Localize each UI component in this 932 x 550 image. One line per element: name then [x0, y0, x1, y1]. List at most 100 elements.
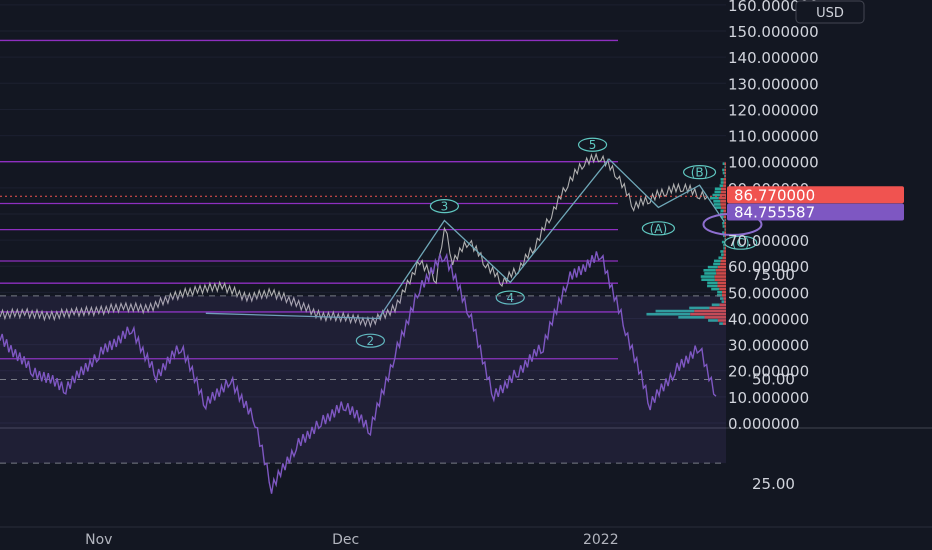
volume-bar — [725, 174, 726, 178]
volume-bar — [722, 290, 726, 294]
volume-bar — [678, 316, 705, 319]
volume-bar — [707, 265, 718, 269]
time-axis-tick: Nov — [85, 532, 112, 548]
volume-bar — [724, 228, 726, 231]
volume-bar — [724, 247, 726, 250]
volume-bar — [720, 203, 726, 206]
currency-button[interactable]: USD — [795, 0, 865, 24]
volume-bar — [720, 297, 724, 300]
volume-bar — [723, 247, 725, 250]
volume-bar — [723, 181, 726, 184]
wave-label-circle — [577, 137, 608, 152]
volume-bar — [714, 190, 721, 194]
volume-bar — [724, 171, 726, 175]
wave-label-circle — [495, 290, 525, 305]
rsi-axis[interactable]: 25.00 50.00 75.00 — [752, 266, 795, 493]
wave-polyline — [205, 158, 725, 320]
currency-button-frame — [795, 0, 865, 24]
volume-bar — [719, 193, 726, 197]
price-axis-tick: 0.000000 — [728, 415, 800, 433]
volume-bar — [716, 272, 726, 275]
volume-bar — [700, 275, 715, 278]
volume-bar — [718, 256, 723, 260]
volume-bar — [714, 275, 726, 278]
wave-label-circle — [355, 333, 385, 348]
volume-bar — [720, 262, 726, 266]
wave-label: 4 — [506, 291, 514, 305]
volume-bar — [646, 312, 691, 316]
volume-bar — [718, 196, 726, 200]
volume-bar — [722, 256, 726, 260]
volume-bar — [723, 234, 725, 238]
volume-bar — [713, 259, 721, 263]
price-axis-tick: 50.000000 — [728, 284, 809, 302]
time-axis-tick: Dec — [332, 532, 359, 548]
volume-bar — [714, 278, 726, 282]
price-badge-label: 86.770000 — [734, 186, 815, 204]
volume-bar — [724, 168, 726, 172]
price-series — [0, 152, 726, 329]
wave-label-circle — [682, 165, 717, 180]
volume-bar — [711, 287, 720, 291]
wave-label: 2 — [367, 334, 375, 348]
volume-bar — [721, 253, 724, 256]
volume-bar — [723, 300, 726, 303]
volume-bar — [721, 294, 726, 297]
wave-label: (B) — [691, 166, 709, 180]
volume-bar — [694, 309, 726, 313]
volume-bar — [720, 190, 726, 194]
volume-bar — [725, 218, 726, 222]
time-axis[interactable]: Nov Dec 2022 — [0, 526, 932, 548]
volume-bar — [722, 221, 725, 225]
volume-bar — [719, 303, 726, 307]
volume-bar — [722, 171, 725, 175]
volume-bar — [721, 240, 725, 244]
price-axis-tick: 30.000000 — [728, 337, 809, 355]
price-badge — [727, 186, 904, 204]
volume-bar — [725, 228, 726, 231]
volume-bar — [724, 218, 726, 222]
wave-label: 5 — [589, 138, 597, 152]
price-axis-tick: 150.000000 — [728, 23, 819, 41]
volume-bar — [724, 237, 726, 241]
volume-bar — [723, 184, 726, 187]
volume-bar — [715, 206, 722, 209]
volume-bar — [720, 259, 726, 263]
volume-bar — [721, 206, 726, 209]
volume-bar — [717, 290, 723, 294]
volume-bar — [713, 203, 721, 206]
volume-bar — [710, 196, 719, 200]
volume-bar — [724, 165, 726, 169]
volume-bar — [723, 209, 726, 213]
volume-bar — [722, 225, 725, 228]
volume-bar — [707, 281, 718, 285]
volume-bar — [715, 269, 726, 272]
rsi-axis-tick: 25.00 — [752, 475, 795, 493]
currency-label: USD — [816, 6, 844, 21]
volume-bar — [712, 193, 720, 197]
volume-bar — [689, 306, 710, 310]
volume-bar — [724, 234, 726, 238]
price-axis-tick: 10.000000 — [728, 389, 809, 407]
volume-bar — [723, 215, 726, 219]
volume-bar — [709, 306, 726, 310]
volume-bar — [711, 303, 720, 307]
volume-bar — [713, 262, 721, 266]
wave-label: (C) — [732, 236, 750, 250]
price-axis-tick: 20.000000 — [728, 363, 809, 381]
elliott-wave-labels[interactable]: 2 3 4 5 (A) (B) (C) — [355, 137, 758, 348]
price-axis-tick: 100.000000 — [728, 154, 819, 172]
price-badge — [727, 203, 904, 221]
volume-bar — [717, 284, 726, 288]
price-axis[interactable]: 0.000000 10.000000 20.000000 30.000000 40.00… — [728, 0, 819, 433]
volume-bar — [690, 312, 726, 316]
volume-bar — [724, 174, 726, 178]
volume-bar — [722, 231, 725, 234]
volume-bar — [717, 265, 726, 269]
price-axis-tick: 130.000000 — [728, 75, 819, 93]
volume-bar — [701, 278, 715, 282]
volume-bar — [719, 287, 726, 291]
price-badge-label: 84.755587 — [734, 204, 815, 222]
